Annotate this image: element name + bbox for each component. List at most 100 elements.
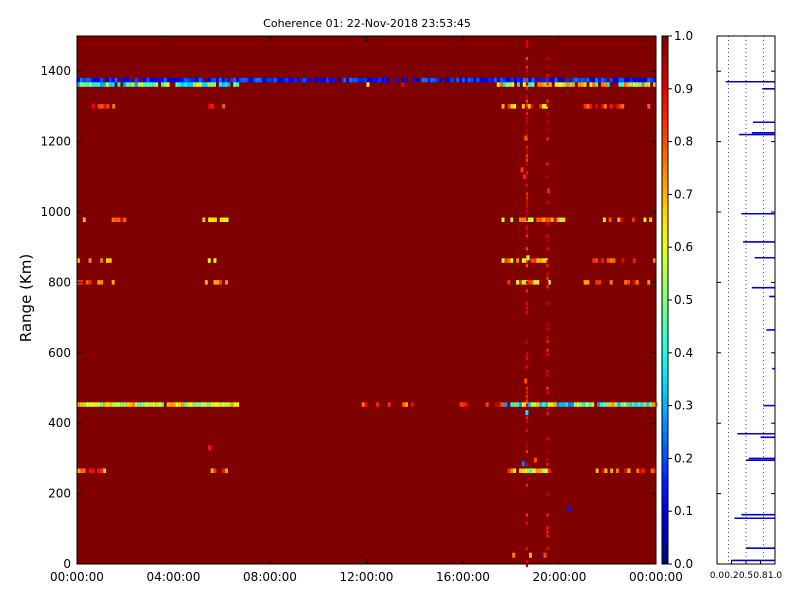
heatmap-cell	[352, 77, 355, 83]
heatmap-cell	[106, 258, 109, 263]
heatmap-cell	[519, 217, 522, 222]
colorbar: 0.0 0.1 0.2 0.3 0.4 0.5 0.6 0.7 0.8 0.9 1.0	[661, 29, 693, 571]
heatmap-cell	[543, 82, 546, 87]
heatmap-cell	[527, 104, 531, 109]
heatmap-cell	[634, 402, 638, 407]
heatmap-cell	[146, 77, 150, 83]
heatmap-cell	[521, 258, 525, 263]
heatmap-cell	[631, 402, 635, 407]
heatmap-cell	[410, 402, 414, 407]
heatmap-cell	[132, 82, 135, 87]
heatmap-cell	[536, 217, 540, 222]
heatmap-cell	[456, 77, 460, 83]
heatmap-cell	[219, 217, 223, 222]
heatmap-cell	[508, 77, 512, 83]
heatmap-cell	[166, 77, 170, 83]
colorbar-tick-label: 0.0	[674, 557, 693, 571]
heatmap-cell	[218, 77, 222, 83]
heatmap-cell	[600, 402, 603, 407]
heatmap-cell	[436, 77, 439, 83]
heatmap-cell	[525, 410, 529, 416]
heatmap-cell	[618, 104, 622, 109]
heatmap-cell	[265, 77, 269, 83]
heatmap-cell	[536, 402, 540, 407]
heatmap-cell	[192, 402, 196, 407]
heatmap-cell	[491, 77, 494, 83]
heatmap-cell	[641, 82, 645, 87]
heatmap-cell	[542, 258, 545, 263]
heatmap-cell	[239, 77, 242, 83]
heatmap-cell	[565, 402, 569, 407]
heatmap-cell	[546, 82, 549, 86]
heatmap-cell	[111, 402, 115, 407]
heatmap-cell	[525, 441, 529, 445]
heatmap-cell	[626, 402, 629, 407]
heatmap-cell	[527, 402, 531, 407]
heatmap-cell	[525, 513, 529, 517]
heatmap-cell	[533, 402, 537, 407]
heatmap-cell	[579, 402, 583, 407]
heatmap-cell	[172, 77, 176, 83]
heatmap-cell	[88, 402, 92, 407]
heatmap-cell	[79, 82, 83, 87]
heatmap-cell	[97, 104, 101, 109]
heatmap-cell	[595, 280, 599, 285]
heatmap-cell	[522, 77, 526, 83]
heatmap-cell	[97, 468, 101, 473]
heatmap-cell	[546, 272, 549, 276]
heatmap-cell	[103, 468, 106, 473]
heatmap-cell	[546, 458, 549, 462]
heatmap-cell	[202, 217, 206, 222]
heatmap-cell	[525, 205, 529, 209]
heatmap-cell	[364, 402, 368, 407]
heatmap-cell	[525, 399, 529, 403]
heatmap-cell	[580, 77, 584, 83]
heatmap-cell	[585, 402, 589, 407]
heatmap-cell	[521, 217, 525, 222]
side-x-tick-label: 0.5	[739, 571, 753, 581]
heatmap-cell	[91, 468, 95, 473]
heatmap-cell	[120, 217, 124, 222]
heatmap-cell	[378, 77, 381, 83]
heatmap-cell	[546, 327, 549, 331]
heatmap-cell	[94, 77, 98, 83]
heatmap-cell	[123, 402, 127, 407]
heatmap-cell	[531, 77, 535, 83]
heatmap-cell	[525, 226, 529, 230]
heatmap-cell	[554, 77, 558, 83]
heatmap-cell	[583, 82, 587, 87]
heatmap-cell	[207, 402, 211, 407]
heatmap-cell	[187, 82, 190, 87]
heatmap-cell	[143, 77, 147, 83]
heatmap-cell	[502, 77, 506, 83]
heatmap-cell	[404, 77, 407, 83]
heatmap-cell	[525, 445, 529, 449]
heatmap-cell	[181, 402, 185, 407]
heatmap-cell	[525, 57, 529, 61]
heatmap-cell	[592, 77, 596, 83]
heatmap-cell	[375, 77, 379, 83]
heatmap-cell	[525, 521, 529, 525]
heatmap-cell	[546, 99, 549, 103]
heatmap-cell	[546, 238, 549, 242]
heatmap-cell	[530, 258, 534, 263]
heatmap-cell	[114, 77, 118, 83]
heatmap-cell	[88, 280, 92, 285]
heatmap-cell	[589, 82, 593, 87]
heatmap-cell	[586, 280, 590, 285]
heatmap-cell	[546, 247, 549, 251]
heatmap-cell	[225, 217, 229, 222]
heatmap-cell	[224, 402, 228, 407]
heatmap-cell	[213, 402, 216, 407]
heatmap-cell	[155, 402, 159, 407]
heatmap-cell	[189, 402, 193, 407]
heatmap-cell	[524, 135, 528, 141]
heatmap-cell	[366, 77, 370, 83]
heatmap-cell	[589, 77, 593, 83]
heatmap-cell	[639, 468, 642, 473]
heatmap-cell	[653, 468, 657, 473]
heatmap-cell	[537, 82, 541, 87]
heatmap-cell	[536, 468, 540, 473]
heatmap-cell	[603, 77, 607, 83]
heatmap-cell	[320, 77, 324, 83]
